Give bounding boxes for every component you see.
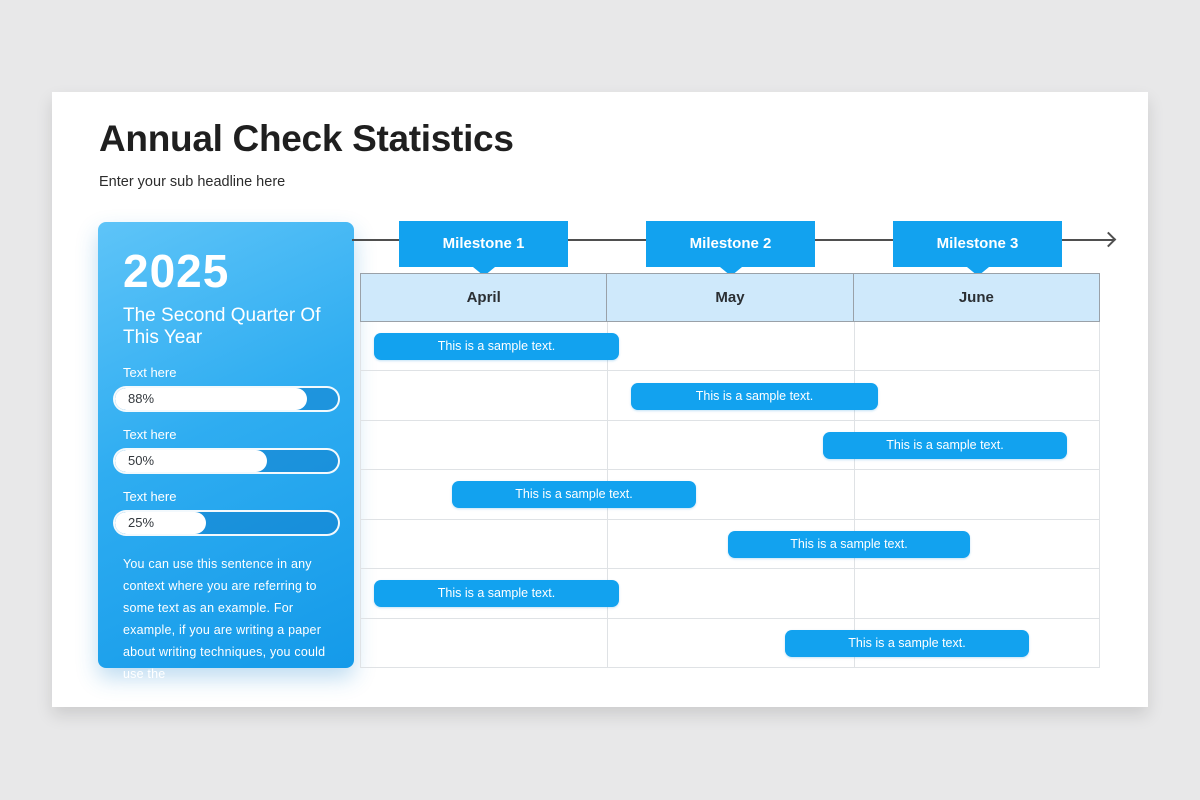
- page-subtitle: Enter your sub headline here: [99, 174, 286, 190]
- card-description: You can use this sentence in any context…: [123, 556, 326, 681]
- gantt-bar-row2[interactable]: This is a sample text.: [631, 383, 878, 410]
- month-header-row: April May June: [360, 273, 1100, 322]
- month-header-april: April: [466, 289, 501, 306]
- column-divider-may-june: [854, 322, 855, 668]
- page-title: Annual Check Statistics: [99, 118, 514, 159]
- card-subtitle: The Second Quarter Of This Year: [123, 304, 321, 349]
- grid-row: [361, 322, 1099, 372]
- presentation-slide: Annual Check Statistics Enter your sub h…: [52, 92, 1148, 707]
- progress-bar-track: 88%: [113, 385, 340, 412]
- gantt-bar-row7[interactable]: This is a sample text.: [785, 630, 1029, 657]
- gantt-bar-row3[interactable]: This is a sample text.: [823, 432, 1067, 459]
- year-label: 2025: [123, 245, 230, 297]
- month-header-june: June: [852, 274, 1099, 321]
- gantt-bar-row4[interactable]: This is a sample text.: [452, 481, 696, 508]
- gantt-bar-row6[interactable]: This is a sample text.: [374, 580, 619, 607]
- grid-row: [361, 421, 1099, 471]
- gantt-grid: This is a sample text. This is a sample …: [360, 322, 1100, 668]
- grid-row: [361, 371, 1099, 421]
- grid-row: [361, 619, 1099, 668]
- gantt-grid-rows: [361, 322, 1099, 668]
- quarter-summary-card: 2025 The Second Quarter Of This Year Tex…: [98, 222, 354, 681]
- progress-bar-fill: 25%: [115, 511, 207, 534]
- milestone-2-button[interactable]: Milestone 2: [646, 221, 815, 276]
- grid-row: [361, 470, 1099, 520]
- progress-bar-track: 25%: [113, 509, 340, 536]
- grid-row: [361, 569, 1099, 619]
- milestone-1-button[interactable]: Milestone 1: [399, 221, 568, 276]
- progress-bar-fill: 88%: [115, 387, 307, 410]
- progress-label: Text here: [123, 488, 177, 504]
- progress-bar-track: 50%: [113, 447, 340, 474]
- month-header-may: May: [606, 274, 852, 321]
- milestone-3-button[interactable]: Milestone 3: [893, 221, 1062, 276]
- progress-label: Text here: [123, 426, 177, 442]
- progress-bar-fill: 50%: [115, 449, 267, 472]
- timeline-arrow-icon: [1100, 231, 1117, 248]
- progress-label: Text here: [123, 364, 177, 380]
- gantt-bar-row5[interactable]: This is a sample text.: [728, 531, 970, 558]
- grid-row: [361, 520, 1099, 570]
- gantt-bar-row1[interactable]: This is a sample text.: [374, 333, 619, 360]
